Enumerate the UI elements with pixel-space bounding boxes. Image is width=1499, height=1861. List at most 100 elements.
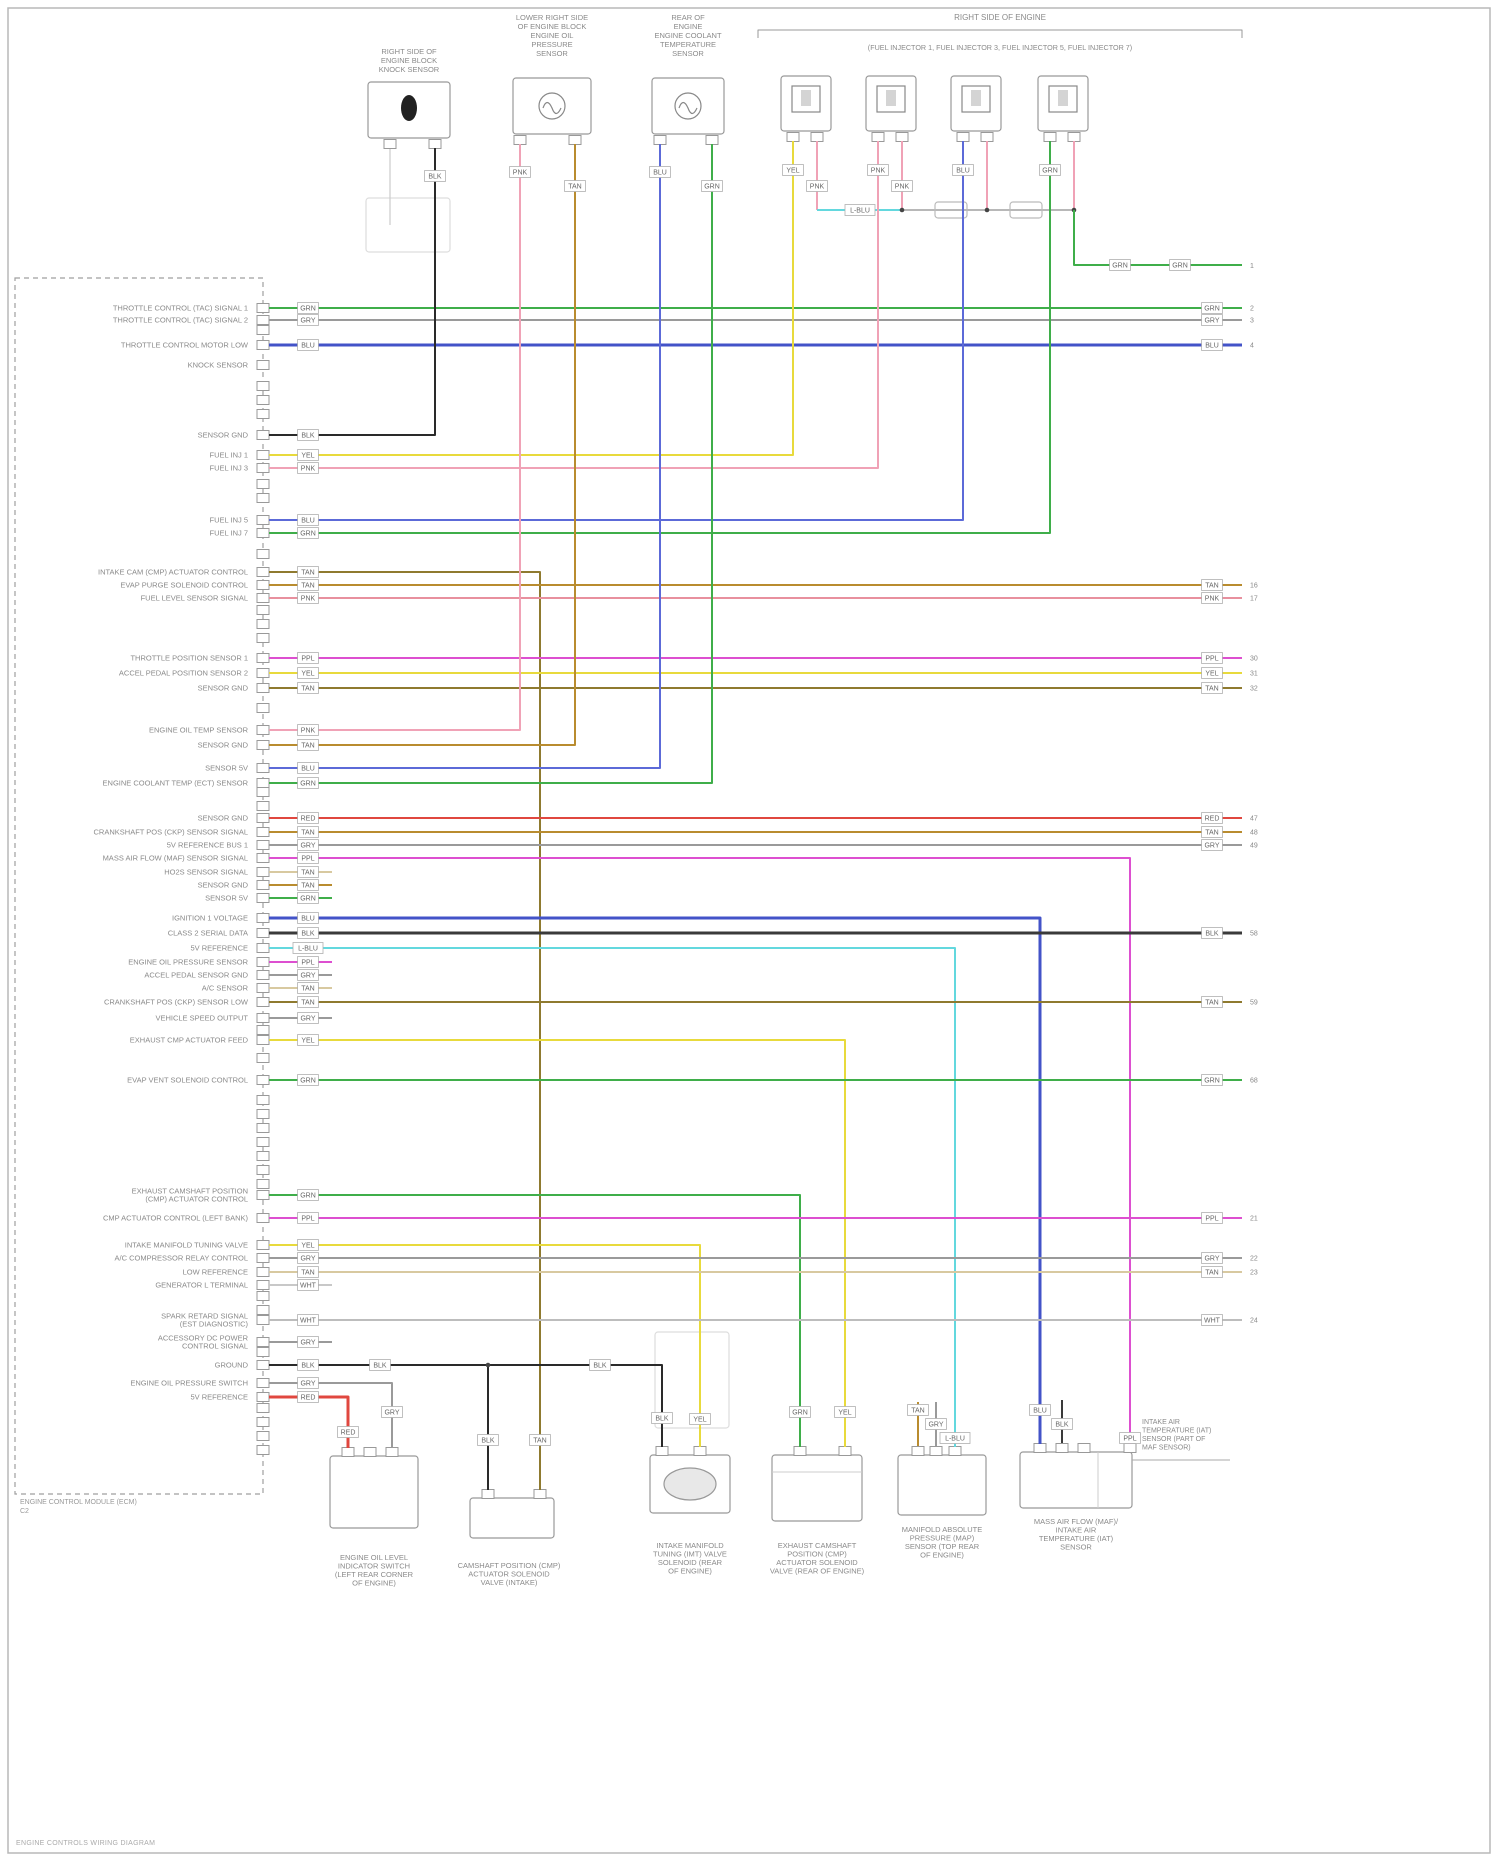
pin-number: 30 <box>1250 656 1258 663</box>
wire-color-label <box>297 527 319 539</box>
wire-color-label <box>297 892 319 904</box>
connector-pin <box>256 360 270 370</box>
connector-pin <box>256 1347 270 1357</box>
connector-pin <box>911 1446 925 1456</box>
pin-label: THROTTLE POSITION SENSOR 1 <box>130 654 248 663</box>
connector-pin <box>810 132 824 142</box>
connector-pin <box>256 1075 270 1085</box>
component-label: SOLENOID (REAR <box>658 1558 723 1567</box>
wire-color-label <box>952 164 974 176</box>
pin-label: 5V REFERENCE BUS 1 <box>167 841 248 850</box>
wire-color-label-text: BLU <box>301 343 315 350</box>
pin-number: 49 <box>1250 843 1258 850</box>
pin-number: 3 <box>1250 318 1254 325</box>
wire <box>269 144 661 769</box>
pin-label: FUEL INJ 3 <box>210 464 248 473</box>
wire-color-label <box>297 1266 319 1278</box>
connector-pin <box>1055 1443 1069 1453</box>
pin-label: KNOCK SENSOR <box>188 361 249 370</box>
footer-caption: ENGINE CONTROLS WIRING DIAGRAM <box>16 1840 156 1847</box>
component-label: ACTUATOR SOLENOID <box>776 1558 858 1567</box>
wire-color-label-text: GRN <box>300 1193 316 1200</box>
connector-pin <box>256 970 270 980</box>
component-label: KNOCK SENSOR <box>379 65 440 74</box>
pin-label: INTAKE MANIFOLD TUNING VALVE <box>125 1241 248 1250</box>
wire <box>269 144 521 731</box>
connector-pin <box>256 1291 270 1301</box>
wire-color-label <box>297 462 319 474</box>
wire-color-label <box>1201 839 1223 851</box>
pin-label: (CMP) ACTUATOR CONTROL <box>145 1195 248 1204</box>
connector-pin <box>256 1360 270 1370</box>
wire-color-label-text: GRY <box>1204 843 1219 850</box>
sensor-glyph-wave <box>678 101 698 115</box>
pin-label: A/C COMPRESSOR RELAY CONTROL <box>115 1254 249 1263</box>
connector-pin <box>895 132 909 142</box>
wire <box>269 1039 846 1447</box>
wire-color-label <box>297 982 319 994</box>
wire-color-label-text: PNK <box>301 728 316 735</box>
connector-pin <box>693 1446 707 1456</box>
connector-pin <box>948 1446 962 1456</box>
component-label: ENGINE OIL LEVEL <box>340 1553 408 1562</box>
wire-color-label <box>1201 314 1223 326</box>
connector-pin <box>256 867 270 877</box>
component-note: SENSOR (PART OF <box>1142 1436 1205 1443</box>
pin-label: 5V REFERENCE <box>190 944 248 953</box>
component-label: OF ENGINE) <box>352 1579 396 1588</box>
wire-color-label-text: TAN <box>911 1408 924 1415</box>
connector-pin <box>383 139 397 149</box>
connector-pin <box>256 395 270 405</box>
wire-color-label <box>1201 592 1223 604</box>
connector-pin <box>256 957 270 967</box>
wire-color-label <box>297 1074 319 1086</box>
wire-color-label-text: PNK <box>1205 596 1220 603</box>
wire-color-label <box>1201 302 1223 314</box>
connector-pin <box>256 943 270 953</box>
connector-pin <box>256 409 270 419</box>
wire <box>269 1395 350 1448</box>
wire-color-label-text: PNK <box>301 596 316 603</box>
component-label: SENSOR <box>536 49 568 58</box>
pin-label: CLASS 2 SERIAL DATA <box>168 929 248 938</box>
component-label: TUNING (IMT) VALVE <box>653 1550 727 1559</box>
component-label: OF ENGINE BLOCK <box>518 22 587 31</box>
wire-color-label <box>297 449 319 461</box>
wire-color-label-text: WHT <box>300 1283 317 1290</box>
wire-color-label <box>867 164 889 176</box>
injector-inner <box>961 85 991 113</box>
connector-pin <box>256 928 270 938</box>
wire-color-label-text: TAN <box>1205 1270 1218 1277</box>
pin-label: CMP ACTUATOR CONTROL (LEFT BANK) <box>103 1214 249 1223</box>
component-note: INTAKE AIR <box>1142 1419 1180 1426</box>
connector-pin <box>256 479 270 489</box>
wire-color-label-text: TAN <box>1205 583 1218 590</box>
wire-color-label <box>381 1406 403 1418</box>
component-label: SENSOR <box>1060 1543 1092 1552</box>
wire-color-label-text: TAN <box>301 570 314 577</box>
bank-title: RIGHT SIDE OF ENGINE <box>954 13 1046 22</box>
wire <box>269 857 1131 1444</box>
knock-sensor-glyph <box>401 95 417 121</box>
connector-pin <box>256 853 270 863</box>
injector-inner <box>876 85 906 113</box>
connector-pin <box>256 1240 270 1250</box>
wire-color-label <box>589 1359 611 1371</box>
wire-color-label <box>297 1189 319 1201</box>
connector-pin <box>793 1446 807 1456</box>
wire-color-label <box>1201 667 1223 679</box>
connector-pin <box>256 913 270 923</box>
wire-color-label <box>1201 579 1223 591</box>
component-label: SENSOR <box>672 49 704 58</box>
wire-color-label-text: BLK <box>1055 1422 1069 1429</box>
pin-label: MASS AIR FLOW (MAF) SENSOR SIGNAL <box>103 854 248 863</box>
connector-pin <box>256 1179 270 1189</box>
wire-color-label <box>292 942 324 954</box>
wire-color-label-text: PNK <box>810 184 825 191</box>
connector-pin <box>1123 1443 1137 1453</box>
component-label: VALVE (INTAKE) <box>481 1578 538 1587</box>
wire-color-label <box>1201 1314 1223 1326</box>
wire-color-label <box>907 1404 929 1416</box>
